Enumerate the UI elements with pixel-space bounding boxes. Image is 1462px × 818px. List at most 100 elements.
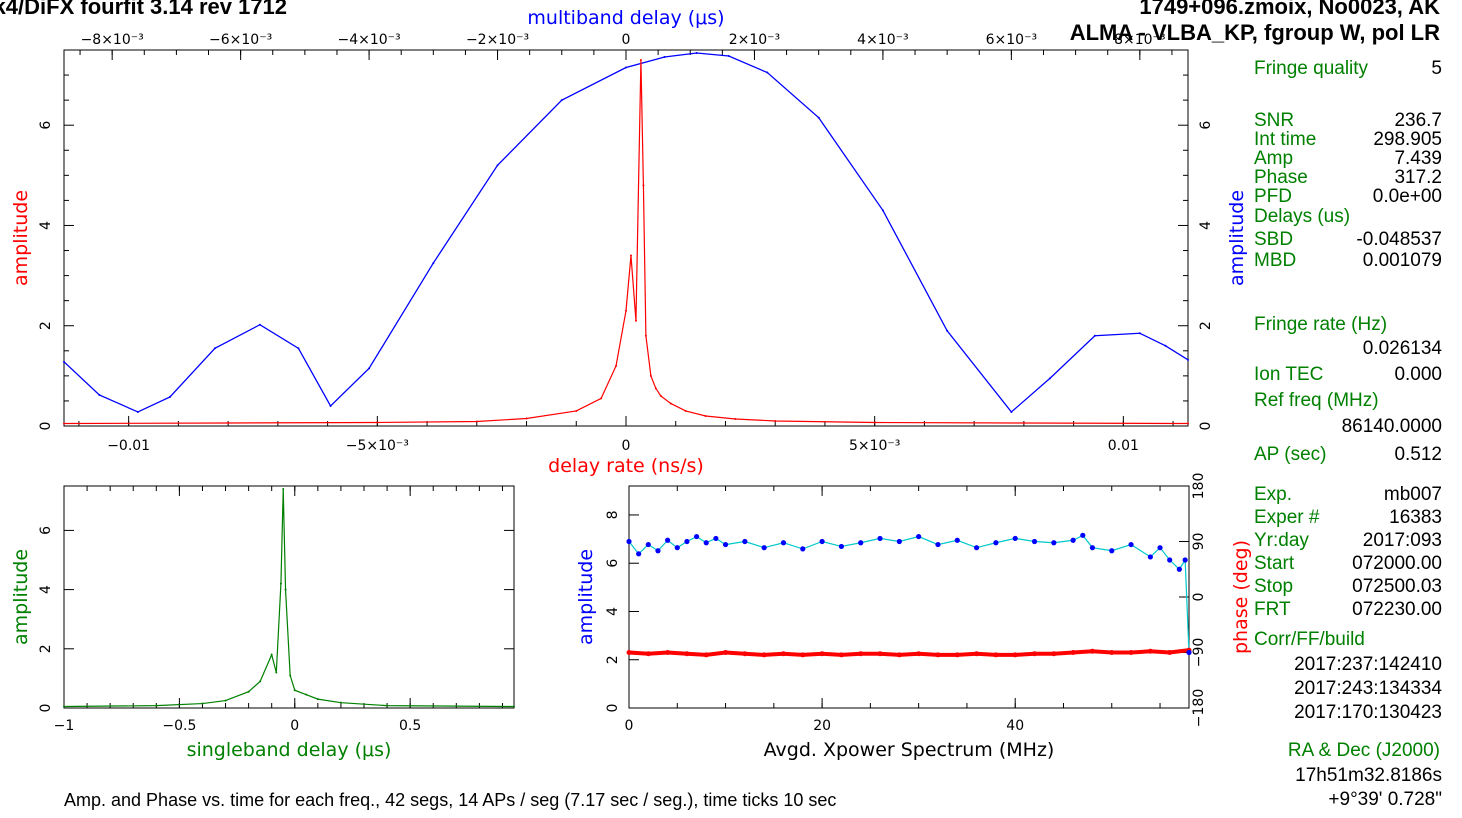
main-y2-tick-label: 0 <box>1198 422 1214 431</box>
xpower-phase-point <box>954 537 960 543</box>
singleband-delay-point <box>284 588 287 591</box>
multiband-delay-point <box>560 99 563 102</box>
xpower-y-axis-label: amplitude <box>575 549 597 645</box>
main-x2-tick-label: −2×10⁻³ <box>466 32 529 48</box>
multiband-delay-point <box>432 262 435 265</box>
delay-label: SBD <box>1254 229 1293 250</box>
xpower-phase-point <box>674 545 680 551</box>
exp-value: 072500.03 <box>1352 576 1442 597</box>
main-y2-tick-label: 4 <box>1198 221 1214 230</box>
xpower-amplitude-point <box>858 651 864 657</box>
corr-value: 2017:243:134334 <box>1294 678 1442 699</box>
xpower-x-tick-label: 40 <box>1006 718 1024 734</box>
xpower-amplitude-point <box>877 651 883 657</box>
multiband-delay-point <box>1138 332 1141 335</box>
xpower-phase-point <box>703 540 709 546</box>
singleband-delay-point <box>305 693 308 696</box>
main-x2-tick-label: −4×10⁻³ <box>337 32 400 48</box>
xpower-phase-point <box>838 543 845 550</box>
xpower-amplitude-point <box>703 652 709 658</box>
main-x2-tick-label: 6×10⁻³ <box>986 32 1037 48</box>
dec-value: +9°39' 0.728" <box>1328 789 1442 810</box>
xpower-amplitude-point <box>684 651 690 657</box>
sbd-y-tick-label: 2 <box>38 644 54 653</box>
fringe-quality-label: Fringe quality <box>1254 58 1369 79</box>
delay-rate-point <box>615 364 618 367</box>
xpower-phase-point <box>742 538 748 545</box>
corr-heading: Corr/FF/build <box>1254 629 1365 650</box>
xpower-amplitude-point <box>1128 650 1134 655</box>
xpower-phase-point <box>761 545 767 551</box>
singleband-delay-point <box>275 671 278 674</box>
delay-rate-point <box>625 309 627 312</box>
xpower-amplitude-point <box>761 652 767 658</box>
xpower-phase-point <box>1157 545 1163 551</box>
param-value: 7.439 <box>1394 148 1442 169</box>
multiband-delay-point <box>946 329 949 332</box>
xpower-amplitude-line <box>628 648 1190 657</box>
header-right-title-1: 1749+096.zmoix, No0023, AK <box>1139 0 1440 19</box>
xpower-phase-point <box>858 540 864 546</box>
multiband-delay-point <box>1187 358 1189 361</box>
xpower-amplitude-point <box>723 650 729 655</box>
main-y-tick-label: 6 <box>38 121 54 130</box>
xpower-amplitude-point <box>954 652 960 658</box>
param-value: 236.7 <box>1394 110 1442 131</box>
main-x-tick-label: 0.01 <box>1108 438 1139 454</box>
sbd-x-tick-label: 0.5 <box>399 718 421 734</box>
multiband-delay-point <box>727 55 730 58</box>
xpower-phase-point <box>1051 540 1057 546</box>
delay-rate-point <box>600 397 603 400</box>
delays-heading: Delays (us) <box>1254 206 1350 227</box>
xpower-amplitude-point <box>665 650 671 655</box>
xpower-amplitude-point <box>819 651 825 657</box>
main-x2-tick-label: 2×10⁻³ <box>729 32 780 48</box>
ion-tec-value: 0.000 <box>1394 364 1442 385</box>
delay-rate-point <box>63 422 65 425</box>
fringe-rate-value: 0.026134 <box>1363 338 1443 359</box>
delay-rate-point <box>1187 422 1189 425</box>
sbd-y-tick-label: 0 <box>38 704 54 713</box>
delay-rate-point <box>525 417 528 420</box>
xpower-phase-point <box>877 535 883 542</box>
singleband-delay-point <box>279 582 282 585</box>
exp-label: Yr:day <box>1254 530 1309 551</box>
exp-value: 2017:093 <box>1363 530 1442 551</box>
fringe-quality-value: 5 <box>1431 58 1442 79</box>
xpower-amplitude-point <box>896 652 902 658</box>
corr-value: 2017:170:130423 <box>1294 702 1442 723</box>
exp-label: FRT <box>1254 599 1291 620</box>
param-label: PFD <box>1254 186 1292 207</box>
xpower-y-tick-label: 2 <box>605 655 621 664</box>
delay-rate-point <box>659 394 662 397</box>
singleband-delay-point <box>293 689 296 692</box>
delay-rate-point <box>734 417 737 420</box>
xpower-phase-point <box>693 533 700 540</box>
param-label: Int time <box>1254 129 1316 150</box>
multiband-delay-curve <box>63 52 1189 413</box>
delay-rate-point <box>575 409 578 412</box>
xpower-amplitude-point <box>838 652 844 658</box>
ref-freq-value: 86140.0000 <box>1342 416 1442 437</box>
corr-value: 2017:237:142410 <box>1294 654 1442 675</box>
xpower-phase-point <box>645 541 651 548</box>
main-x-tick-label: 5×10⁻³ <box>849 438 900 454</box>
xpower-phase-point <box>684 538 690 545</box>
main-x2-tick-label: −6×10⁻³ <box>209 32 272 48</box>
delay-rate-point <box>376 421 379 424</box>
xpower-y2-tick-label: 180 <box>1191 473 1207 500</box>
xpower-amplitude-point <box>800 652 806 658</box>
multiband-delay-point <box>213 347 216 350</box>
multiband-delay-point <box>63 360 65 363</box>
xpower-phase-point <box>800 546 806 552</box>
delay-rate-point <box>629 254 632 257</box>
main-x-axis-label: delay rate (ns/s) <box>548 455 704 477</box>
exp-label: Exp. <box>1254 484 1292 505</box>
multiband-delay-point <box>1048 377 1051 380</box>
main-y2-tick-label: 2 <box>1198 321 1214 330</box>
xpower-amplitude-point <box>935 652 941 658</box>
xpower-amplitude-point <box>645 651 651 657</box>
main-y-tick-label: 0 <box>38 422 54 431</box>
singleband-delay-point <box>282 487 285 490</box>
